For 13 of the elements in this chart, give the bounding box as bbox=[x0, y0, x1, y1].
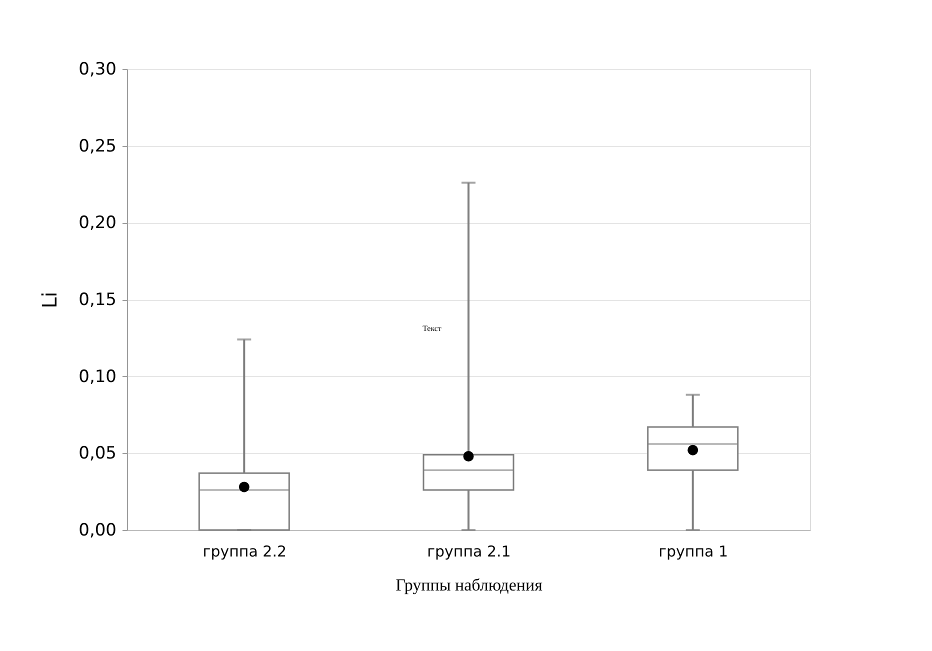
y-tick-label: 0,10 bbox=[78, 366, 116, 387]
x-tick-label: группа 2.1 bbox=[427, 542, 511, 560]
y-tick-label: 0,20 bbox=[78, 213, 116, 234]
y-tick-label: 0,05 bbox=[78, 444, 116, 464]
y-tick-label: 0,30 bbox=[78, 60, 116, 80]
y-tick-label: 0,15 bbox=[78, 290, 116, 310]
annotation: Текст bbox=[422, 324, 442, 333]
x-axis-title: Группы наблюдения bbox=[396, 576, 543, 594]
x-tick-label: группа 2.2 bbox=[202, 542, 287, 560]
y-tick-label: 0,25 bbox=[78, 136, 116, 156]
x-tick-label: группа 1 bbox=[658, 542, 728, 560]
y-tick-label: 0,00 bbox=[78, 520, 116, 540]
y-axis-title: Li bbox=[38, 292, 62, 308]
